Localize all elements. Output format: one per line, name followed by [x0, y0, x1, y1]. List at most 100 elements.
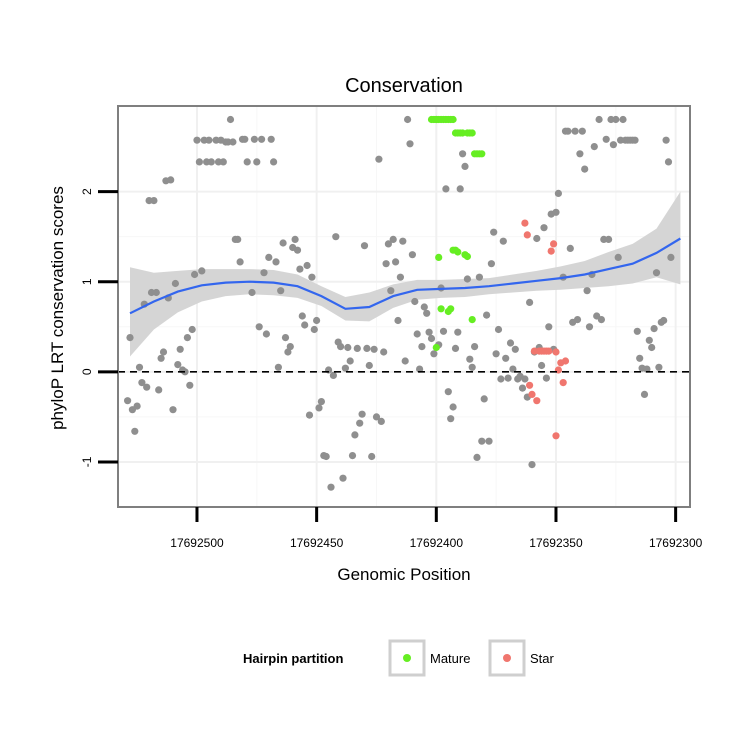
point-mature [447, 305, 455, 313]
point-background [138, 379, 146, 387]
point-background [303, 261, 311, 270]
point-background [356, 419, 364, 427]
point-background [576, 150, 584, 158]
point-background [612, 115, 620, 124]
point-background [315, 404, 323, 412]
x-tick-label: 17692350 [529, 536, 583, 550]
x-tick-label: 17692300 [649, 536, 703, 550]
point-background [542, 374, 551, 382]
point-background [281, 334, 290, 342]
point-background [298, 312, 306, 320]
point-star [545, 347, 553, 355]
legend-dot-star [503, 654, 511, 662]
point-background [585, 323, 594, 331]
point-background [241, 135, 249, 143]
point-background [439, 327, 448, 335]
point-background [317, 398, 325, 406]
point-background [609, 141, 618, 149]
point-background [490, 228, 498, 236]
point-background [267, 135, 275, 143]
point-background [293, 246, 302, 254]
point-background [236, 258, 244, 266]
point-background [389, 235, 397, 243]
point-background [176, 345, 184, 353]
point-background [150, 197, 158, 205]
chart-title: Conservation [345, 75, 463, 97]
point-mature [454, 248, 462, 256]
point-background [274, 363, 282, 371]
point-background [229, 138, 237, 146]
point-background [485, 437, 493, 445]
point-background [301, 321, 309, 329]
point-background [401, 357, 409, 365]
point-background [449, 403, 457, 411]
point-background [526, 298, 534, 306]
panel-background [118, 106, 690, 507]
point-background [667, 253, 675, 261]
point-background [155, 386, 163, 394]
point-background [258, 135, 266, 143]
point-background [633, 327, 641, 335]
point-background [566, 244, 574, 252]
point-background [475, 273, 483, 281]
point-background [468, 363, 476, 371]
point-background [310, 325, 318, 334]
point-background [595, 115, 603, 124]
legend-label-mature: Mature [430, 651, 470, 666]
point-background [442, 185, 450, 193]
point-background [191, 270, 199, 279]
point-background [353, 344, 361, 352]
point-background [545, 323, 553, 331]
point-background [487, 260, 495, 268]
point-background [408, 251, 416, 259]
point-background [509, 365, 517, 373]
point-background [583, 287, 591, 295]
point-background [375, 155, 383, 163]
point-background [540, 224, 548, 232]
point-background [655, 363, 663, 371]
point-background [296, 265, 304, 273]
point-star [550, 240, 558, 248]
point-background [483, 311, 491, 319]
point-background [174, 361, 182, 369]
point-background [605, 235, 613, 243]
x-axis-title: Genomic Position [337, 565, 470, 584]
point-background [198, 267, 206, 275]
point-background [552, 208, 560, 216]
point-background [143, 383, 151, 391]
point-mature [449, 115, 457, 124]
point-background [377, 417, 385, 425]
point-background [382, 260, 390, 268]
panel-border [117, 105, 691, 508]
y-tick-label: -1 [80, 456, 94, 467]
point-background [346, 357, 354, 365]
point-mature [468, 129, 476, 137]
x-tick-label: 17692400 [410, 536, 464, 550]
point-mature [468, 316, 476, 324]
point-background [159, 348, 168, 356]
point-mature [437, 305, 445, 313]
point-background [423, 309, 431, 317]
point-background [471, 343, 479, 351]
point-background [578, 127, 586, 135]
point-background [480, 395, 488, 403]
point-background [396, 273, 404, 281]
point-background [344, 343, 352, 352]
y-tick-label: 1 [80, 278, 94, 285]
point-background [494, 325, 503, 334]
point-background [348, 452, 357, 460]
legend-title: Hairpin partition [243, 651, 343, 666]
point-background [411, 297, 419, 306]
point-background [631, 136, 639, 144]
point-background [322, 452, 330, 461]
point-background [466, 355, 474, 363]
point-star [528, 390, 536, 398]
point-background [186, 381, 194, 389]
point-background [171, 279, 179, 288]
point-background [502, 354, 510, 362]
point-background [327, 483, 335, 491]
point-background [339, 474, 347, 482]
point-background [167, 176, 175, 184]
point-background [614, 253, 622, 261]
